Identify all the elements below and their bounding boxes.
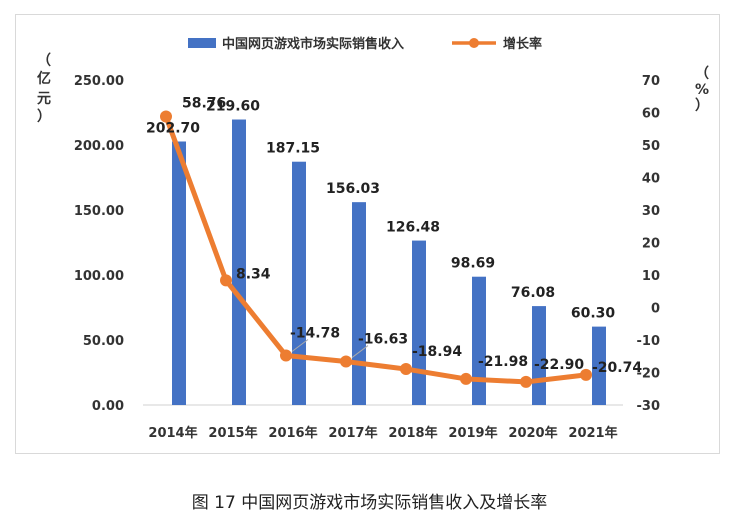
bar [532,306,546,405]
y-right-tick-label: -20 [637,367,661,382]
growth-rate-point [220,274,232,287]
bar-data-labels: 202.70 219.60 187.15 156.03 126.48 98.69 76.08… [146,99,615,322]
growth-rate-point [580,368,592,381]
bar [232,119,246,406]
line-value-label: -21.98 [478,354,528,370]
bar [292,161,306,405]
figure-caption: 图 17 中国网页游戏市场实际销售收入及增长率 [191,493,548,513]
y-right-tick-label: 60 [642,107,660,122]
growth-rate-line [163,114,589,385]
legend-line-label: 增长率 [503,36,542,52]
growth-rate-point [520,375,532,388]
y-left-tick-label: 150.00 [74,204,124,219]
growth-rate-point [460,372,472,385]
line-series [160,110,592,388]
y-left-title-char: ） [37,109,51,125]
legend-line-marker [469,38,479,48]
line-data-labels: 58.76 8.34 -14.78 -16.63-18.94 -21.98 -22.90-… [182,96,642,376]
bar-value-label: 126.48 [386,220,440,236]
bar-value-label: 156.03 [326,181,380,197]
x-tick-label: 2015年 [208,425,257,441]
x-tick-label: 2019年 [448,425,497,441]
x-tick-label: 2017年 [328,425,377,441]
bar-value-label: 202.70 [146,120,200,136]
label-leader-line [351,345,369,358]
y-right-tick-label: 10 [642,269,660,284]
bar-value-label: 98.69 [451,256,495,272]
y-right-tick-label: 0 [651,302,660,317]
legend-bar-swatch [188,38,216,48]
y-left-tick-labels: 0.00 50.00 100.00 150.00 200.00 250.00 [74,74,124,414]
y-left-title-char: （ [37,53,51,69]
bar [592,326,606,405]
x-tick-label: 2018年 [388,425,437,441]
x-tick-label: 2014年 [148,425,197,441]
x-tick-labels: 2014年 2015年 2016年 2017年 2018年 2019年 2020年 2021年 [148,425,617,441]
y-right-tick-label: -30 [637,399,661,414]
y-right-title: （ % ） [695,66,709,114]
y-left-tick-label: 250.00 [74,74,124,89]
bar-value-label: 187.15 [266,141,320,157]
y-right-tick-label: 40 [642,172,660,187]
y-left-tick-label: 0.00 [92,399,124,414]
y-right-tick-label: 20 [642,237,660,252]
line-value-label: -14.78 [290,326,340,342]
bar [172,141,186,406]
growth-rate-point [340,355,352,368]
y-left-title-char: 元 [37,91,51,107]
label-leader-lines [291,339,369,358]
y-right-tick-labels: -30 -20 -10 0 10 20 30 40 50 60 70 [637,74,661,414]
line-value-label: -20.74 [592,360,642,376]
y-right-title-char: （ [695,66,709,82]
bar-value-label: 76.08 [511,285,555,301]
chart-frame [15,14,720,454]
y-left-title-char: 亿 [37,70,51,87]
x-tick-label: 2020年 [508,425,557,441]
bar-value-label: 60.30 [571,306,616,322]
y-left-tick-label: 200.00 [74,139,124,154]
growth-rate-point [280,349,292,362]
bar [472,276,486,405]
bar [412,240,426,405]
label-leader-line [291,339,309,352]
y-right-tick-label: -10 [637,334,661,349]
y-right-tick-label: 50 [642,139,660,154]
growth-rate-point [160,110,172,123]
y-left-title: （ 亿 元 ） [37,53,51,125]
line-value-label: -18.94 [412,344,462,360]
line-value-label: -22.90 [534,357,584,373]
bar [352,202,366,405]
bar-value-label: 219.60 [206,99,260,115]
y-right-title-char: ） [695,98,709,114]
y-right-title-char: % [695,82,709,98]
line-value-label: -16.63 [358,332,408,348]
growth-rate-point [400,363,412,376]
y-left-tick-label: 50.00 [83,334,124,349]
y-left-tick-label: 100.00 [74,269,124,284]
x-tick-label: 2021年 [568,425,617,441]
legend-bar-label: 中国网页游戏市场实际销售收入 [222,36,404,52]
legend: 中国网页游戏市场实际销售收入 增长率 [188,36,542,52]
line-value-label: 58.76 [182,96,226,112]
y-right-tick-label: 70 [642,74,660,89]
line-value-label: 8.34 [236,266,271,282]
x-tick-label: 2016年 [268,425,317,441]
y-right-tick-label: 30 [642,204,660,219]
bar-series [172,119,606,406]
